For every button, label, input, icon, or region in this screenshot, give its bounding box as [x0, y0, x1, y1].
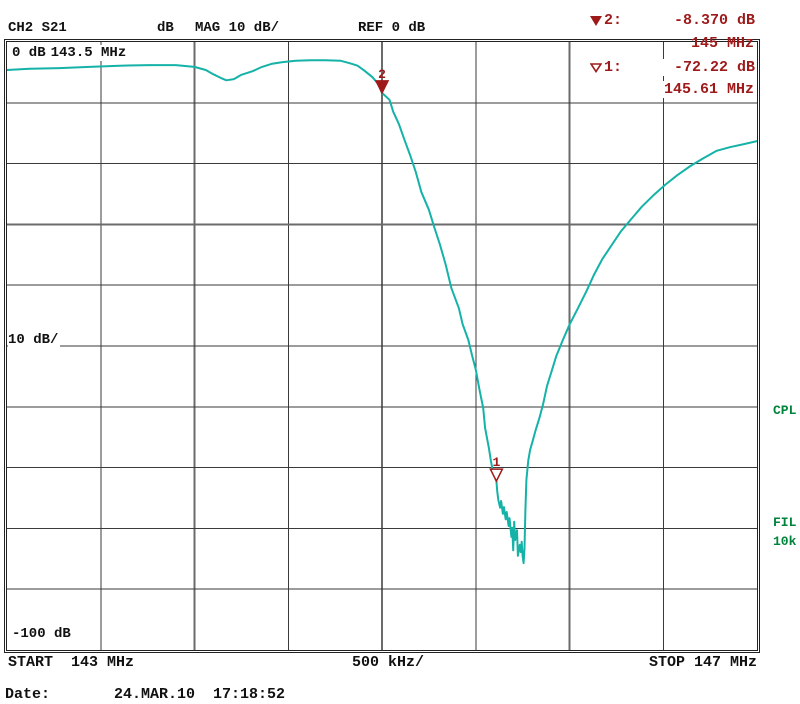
- marker-2-filled-triangle-icon: [590, 15, 602, 26]
- marker-2-id: 2:: [604, 11, 623, 29]
- coupling-status-label: CPL: [773, 403, 797, 418]
- plot-area: 21: [7, 42, 757, 650]
- stop-frequency-label: STOP 147 MHz: [648, 654, 757, 671]
- filter-status-label: FIL: [773, 515, 797, 530]
- format-scale-label: MAG 10 dB/: [195, 20, 280, 36]
- start-frequency-label: START 143 MHz: [8, 654, 135, 671]
- bottom-scale-label: -100 dB: [12, 626, 73, 642]
- trace-marker-1-icon: [489, 468, 504, 483]
- date-label: Date:: [5, 686, 51, 703]
- filter-bandwidth-label: 10k: [773, 534, 797, 549]
- marker-2-readout-row: 2: -8.370 dB: [590, 12, 755, 29]
- marker-2-frequency: 145 MHz: [690, 35, 754, 52]
- channel-trace-label: CH2 S21: [8, 20, 67, 36]
- scale-per-div-label: 10 dB/: [8, 332, 61, 348]
- ref-level-value: 0 dB: [12, 45, 46, 61]
- marker-1-hollow-triangle-icon: [590, 62, 602, 73]
- marker-2-value: -8.370 dB: [673, 11, 755, 29]
- marker-1-value: -72.22 dB: [673, 58, 755, 76]
- date-value: 24.MAR.10 17:18:52: [114, 686, 286, 703]
- reference-level-label: REF 0 dB: [358, 20, 426, 36]
- marker-1-readout-row: 1: -72.22 dB: [590, 59, 755, 76]
- trace-marker-2-label: 2: [378, 67, 386, 82]
- marker-1-id: 1:: [604, 58, 623, 76]
- trace-marker-1-label: 1: [492, 455, 500, 470]
- unit-label: dB: [157, 20, 174, 36]
- marker-1-frequency: 145.61 MHz: [662, 81, 755, 98]
- span-per-division-label: 500 kHz/: [352, 654, 425, 671]
- trace-marker-2-icon: [374, 80, 390, 95]
- s21-trace: [7, 59, 757, 565]
- top-scale-label: 0 dB 143.5 MHz: [12, 45, 129, 61]
- display-freq-value: 143.5 MHz: [50, 45, 127, 61]
